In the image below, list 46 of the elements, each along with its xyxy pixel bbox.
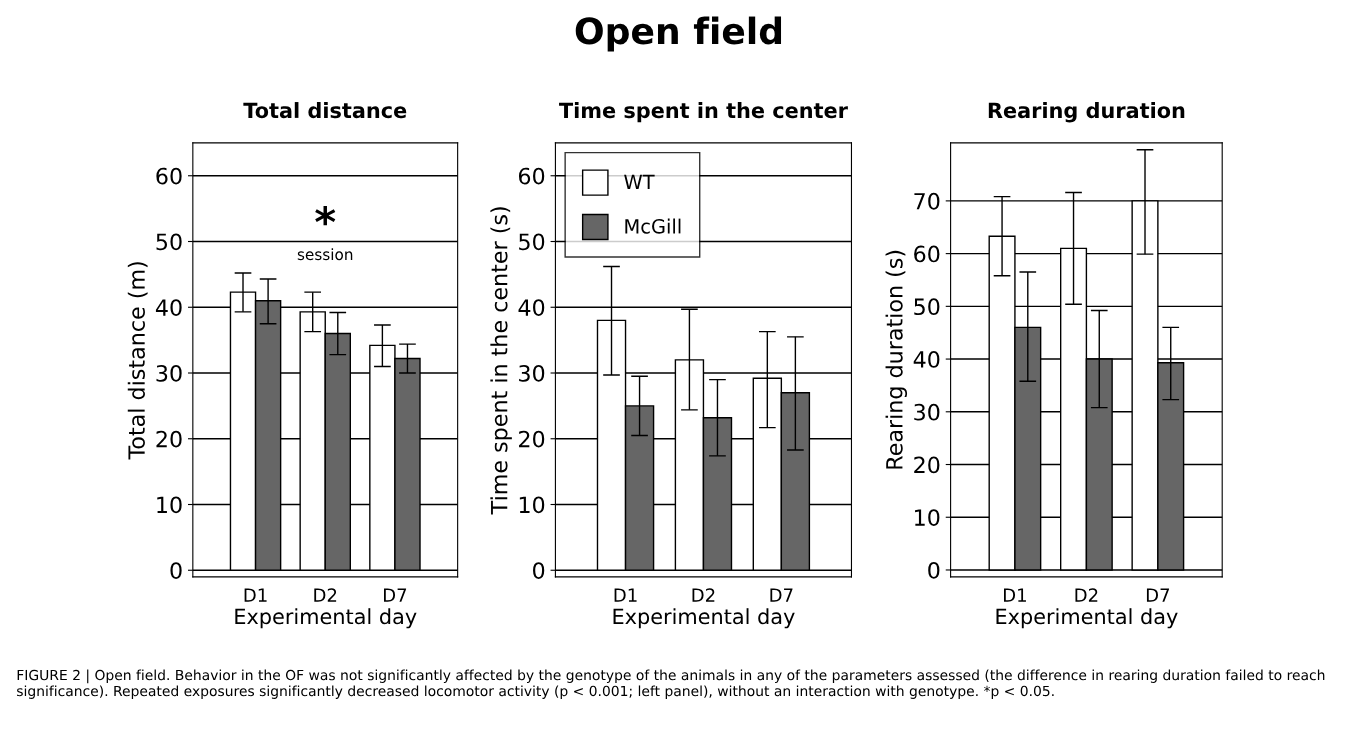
chart-title: Time spent in the center: [559, 102, 848, 123]
text: Open field: [575, 16, 782, 52]
y-axis-title: Total distance (m): [127, 262, 148, 460]
caption: FIGURE 2 | Open field. Behavior in the OF was not significantly affected by the genotype of the animals in any of the parameters assessed (the difference in rearing duration failed to reach significance). Repeated exposures significantly decreased locomotor activity (p < 0.001; left panel), without an interaction with genotype. *p < 0.05.: [17, 669, 1325, 699]
y-tick-label: 10: [519, 496, 545, 514]
y-tick-label: 60: [518, 167, 545, 185]
y-tick-label: 60: [156, 167, 182, 185]
y-tick-label: 50: [914, 298, 940, 316]
y-tick-label: 30: [519, 364, 545, 382]
y-tick-label: 50: [156, 233, 182, 251]
x-tick-label: D7: [770, 588, 793, 602]
y-axis-title: Rearing duration (s): [885, 250, 908, 469]
y-tick-label: 0: [533, 562, 545, 580]
x-axis-title: Experimental day: [613, 608, 795, 629]
x-tick-label: D7: [1146, 588, 1170, 602]
x-tick-label: D2: [314, 588, 337, 602]
chart-title: Total distance: [243, 102, 407, 119]
chart-title: Rearing duration: [988, 102, 1185, 123]
annotation: *: [315, 205, 336, 226]
x-tick-label: D7: [384, 588, 407, 602]
x-tick-label: D1: [244, 588, 267, 602]
y-tick-label: 20: [156, 430, 182, 448]
y-tick-label: 20: [914, 456, 940, 474]
y-tick-label: 30: [156, 364, 182, 382]
y-tick-label: 40: [913, 351, 940, 368]
y-tick-label: 50: [519, 233, 545, 251]
x-tick-label: D2: [692, 588, 715, 602]
x-tick-label: D1: [614, 588, 637, 602]
y-tick-label: 20: [519, 430, 545, 448]
y-tick-label: 60: [914, 245, 940, 263]
y-tick-label: 30: [914, 403, 940, 421]
x-axis-title: Experimental day: [996, 608, 1178, 629]
y-tick-label: 0: [170, 562, 182, 580]
y-tick-label: 10: [157, 496, 182, 514]
y-axis-title: Time spent in the center (s): [490, 207, 512, 515]
y-tick-label: 0: [928, 561, 940, 579]
x-axis-title: Experimental day: [235, 608, 417, 629]
legend-label: McGill: [625, 218, 681, 234]
x-tick-label: D1: [1004, 588, 1026, 602]
y-tick-label: 70: [914, 192, 940, 210]
legend-label: WT: [624, 174, 655, 189]
y-tick-label: 10: [915, 509, 940, 527]
x-tick-label: D2: [1075, 588, 1098, 602]
y-tick-label: 40: [155, 299, 182, 317]
y-tick-label: 40: [518, 299, 545, 317]
annotation: session: [297, 248, 353, 261]
